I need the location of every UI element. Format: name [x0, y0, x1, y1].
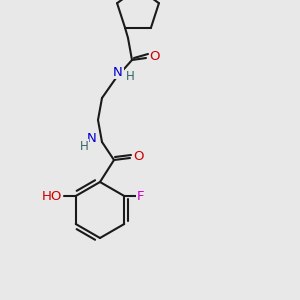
Text: N: N	[113, 65, 123, 79]
Text: H: H	[80, 140, 88, 152]
Text: O: O	[134, 149, 144, 163]
Text: N: N	[87, 131, 97, 145]
Text: O: O	[150, 50, 160, 62]
Text: H: H	[126, 70, 134, 83]
Text: HO: HO	[42, 190, 62, 202]
Text: F: F	[136, 190, 144, 202]
